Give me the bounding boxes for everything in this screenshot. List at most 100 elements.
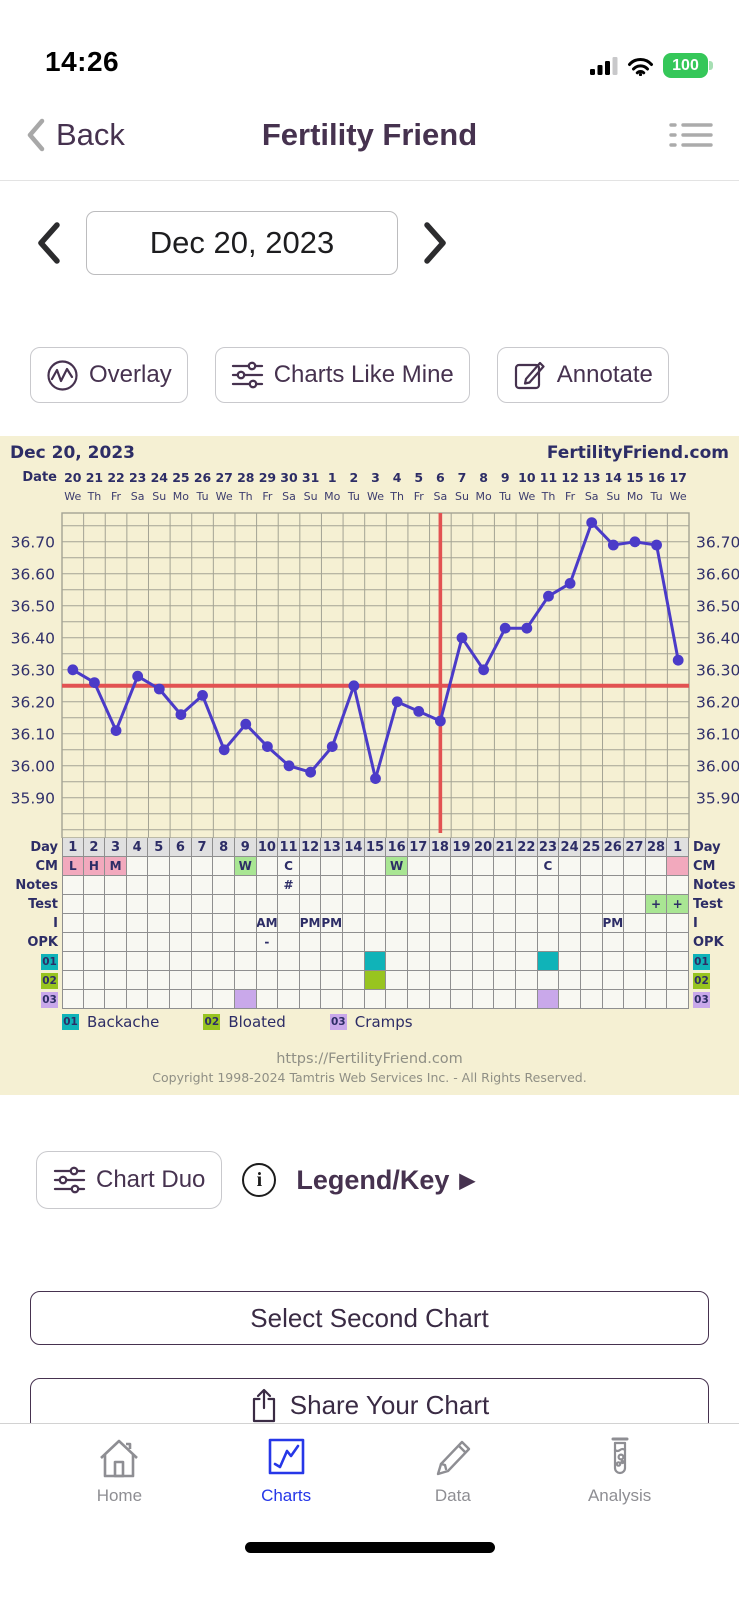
day-header-cell[interactable]: 2	[83, 838, 106, 857]
table-cell-01	[667, 952, 689, 971]
table-cell-opk	[299, 933, 322, 952]
tab-home[interactable]: Home	[36, 1424, 203, 1600]
day-header-cell[interactable]: 22	[516, 838, 538, 857]
temperature-point	[197, 690, 208, 701]
legend-key-disclosure[interactable]: Legend/Key ▶	[296, 1164, 475, 1195]
temperature-point	[89, 677, 100, 688]
table-cell-notes	[170, 876, 192, 895]
table-cell-test	[537, 895, 560, 914]
day-header-cell[interactable]: 23	[537, 838, 560, 857]
table-cell-i: PM	[602, 914, 625, 933]
table-cell-cm	[126, 857, 149, 876]
tab-analysis[interactable]: Analysis	[536, 1424, 703, 1600]
table-cell-opk	[105, 933, 127, 952]
home-indicator[interactable]	[244, 1542, 495, 1553]
back-button[interactable]: Back	[26, 117, 125, 153]
charts-like-mine-button[interactable]: Charts Like Mine	[214, 347, 470, 403]
day-header-cell[interactable]: 25	[580, 838, 603, 857]
tab-charts[interactable]: Charts	[203, 1424, 370, 1600]
table-cell-notes	[321, 876, 344, 895]
table-cell-02	[105, 971, 127, 990]
day-header-cell[interactable]: 20	[472, 838, 495, 857]
info-icon[interactable]: i	[242, 1163, 277, 1197]
select-second-chart-button[interactable]: Select Second Chart	[30, 1291, 709, 1345]
table-cell-01	[494, 952, 517, 971]
day-header-cell[interactable]: 6	[170, 838, 192, 857]
row-label-i: I	[53, 916, 58, 931]
table-cell-test	[148, 895, 171, 914]
table-cell-opk	[407, 933, 430, 952]
day-header-cell[interactable]: 10	[256, 838, 279, 857]
table-cell-opk	[343, 933, 365, 952]
day-header-cell[interactable]: 16	[386, 838, 408, 857]
table-cell-i	[516, 914, 538, 933]
day-header-cell[interactable]: 27	[624, 838, 646, 857]
day-header-cell[interactable]: 1	[62, 838, 84, 857]
day-header-cell[interactable]: 5	[148, 838, 171, 857]
chart-duo-button[interactable]: Chart Duo	[36, 1151, 223, 1209]
tab-data[interactable]: Data	[370, 1424, 537, 1600]
table-cell-03	[537, 990, 560, 1009]
date-cell: 13	[583, 469, 601, 485]
day-header-cell[interactable]: 19	[451, 838, 473, 857]
day-header-cell[interactable]: 28	[645, 838, 668, 857]
date-picker[interactable]: Dec 20, 2023	[86, 211, 398, 275]
table-cell-02	[148, 971, 171, 990]
day-header-cell[interactable]: 1	[667, 838, 689, 857]
day-header-cell[interactable]: 13	[321, 838, 344, 857]
day-header-cell[interactable]: 12	[299, 838, 322, 857]
dow-cell: Su	[454, 490, 469, 503]
day-header-cell[interactable]: 18	[429, 838, 452, 857]
table-cell-notes	[407, 876, 430, 895]
table-cell-cm	[451, 857, 473, 876]
date-cell: 16	[647, 469, 666, 485]
day-header-cell[interactable]: 14	[343, 838, 365, 857]
table-cell-opk: -	[256, 933, 279, 952]
table-cell-03	[386, 990, 408, 1009]
table-cell-cm: C	[537, 857, 560, 876]
row-label-opk: OPK	[692, 935, 724, 950]
day-header-cell[interactable]: 11	[278, 838, 300, 857]
day-header-cell[interactable]: 26	[602, 838, 625, 857]
list-menu-button[interactable]	[669, 119, 713, 151]
day-header-cell[interactable]: 7	[191, 838, 214, 857]
prev-date-button[interactable]	[34, 220, 62, 266]
next-date-button[interactable]	[422, 220, 450, 266]
table-cell-notes	[645, 876, 668, 895]
chart-actions: Overlay Charts Like Mine Annotate	[0, 347, 739, 403]
table-cell-03	[645, 990, 668, 1009]
date-cell: 28	[237, 469, 255, 485]
table-cell-01	[148, 952, 171, 971]
symptom-chip: 01	[41, 953, 58, 970]
temperature-point	[434, 715, 446, 727]
table-cell-03	[494, 990, 517, 1009]
overlay-button[interactable]: Overlay	[30, 347, 188, 403]
dow-cell: Tu	[347, 490, 360, 503]
day-header-cell[interactable]: 17	[407, 838, 430, 857]
temperature-point	[348, 680, 360, 692]
day-header-cell[interactable]: 9	[234, 838, 257, 857]
table-cell-cm	[321, 857, 344, 876]
day-header-cell[interactable]: 8	[213, 838, 235, 857]
day-header-cell[interactable]: 15	[364, 838, 387, 857]
date-cell: 12	[561, 469, 579, 485]
date-cell: 15	[626, 469, 644, 485]
table-cell-i: AM	[256, 914, 279, 933]
table-cell-notes	[451, 876, 473, 895]
bbt-plot[interactable]: 36.70 36.70 36.60 36.60 36.50 36.50 36.40 36.40…	[0, 505, 739, 838]
table-cell-notes	[494, 876, 517, 895]
dow-cell: Fr	[111, 490, 122, 503]
annotate-button[interactable]: Annotate	[496, 347, 669, 403]
table-cell-i	[559, 914, 581, 933]
table-cell-01	[278, 952, 300, 971]
table-cell-i	[278, 914, 300, 933]
table-cell-01	[343, 952, 365, 971]
table-cell-notes	[234, 876, 257, 895]
day-header-cell[interactable]: 21	[494, 838, 517, 857]
day-header-cell[interactable]: 24	[559, 838, 581, 857]
day-header-cell[interactable]: 3	[105, 838, 127, 857]
table-cell-02	[62, 971, 84, 990]
y-axis-label: 36.70	[696, 533, 739, 551]
day-header-cell[interactable]: 4	[126, 838, 149, 857]
dow-cell: Th	[238, 490, 253, 503]
